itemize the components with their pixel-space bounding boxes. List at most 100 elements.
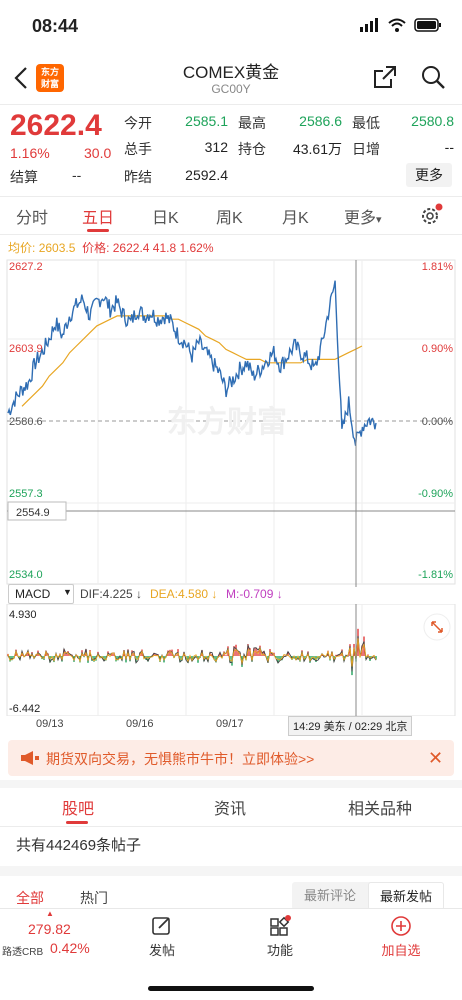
- settings-gear-icon[interactable]: [418, 202, 444, 228]
- macd-min: -6.442: [9, 703, 40, 715]
- promo-banner[interactable]: 期货双向交易，无惧熊市牛市！立即体验>> ✕: [8, 740, 454, 776]
- current-change-pct: 1.62%: [179, 241, 214, 255]
- period-tabs: 分时 五日 日K 周K 月K 更多▾: [0, 198, 462, 234]
- tab-news[interactable]: 资讯: [214, 801, 247, 818]
- index-value: 279.82: [28, 921, 71, 937]
- tab-intraday[interactable]: 分时: [16, 210, 49, 227]
- dif-series: [7, 635, 377, 672]
- functions-button[interactable]: 功能: [258, 915, 302, 959]
- plus-circle-icon: [391, 916, 411, 936]
- price-chart[interactable]: 2554.9 东方财富 2627.2 2603.9 2580.6 2557.3 2534…: [0, 257, 462, 587]
- grid-icon: [270, 915, 291, 936]
- daily-increase-label: 日增: [352, 141, 380, 157]
- daily-increase-value: --: [444, 139, 454, 155]
- expand-icon: [431, 621, 443, 633]
- date-tick: 09/13: [36, 718, 64, 730]
- more-button[interactable]: 更多: [406, 163, 452, 187]
- contract-code: GC00Y: [211, 82, 251, 96]
- bottom-toolbar: ▲ 279.82 路透CRB 0.42% 发帖 功能 加自选: [0, 908, 462, 1000]
- date-tick: 09/17: [216, 718, 244, 730]
- status-icons: [360, 18, 442, 32]
- volume-value: 312: [204, 139, 228, 155]
- current-change-value: 41.8: [152, 241, 177, 255]
- current-price-value: 2622.4: [112, 241, 150, 255]
- index-pct: 0.42%: [50, 940, 90, 956]
- filter-all[interactable]: 全部: [16, 890, 44, 906]
- tab-forum[interactable]: 股吧: [62, 801, 95, 818]
- price-series: [7, 280, 377, 446]
- dea-text: DEA:4.580 ↓: [150, 587, 217, 601]
- change-amount: 30.0: [84, 145, 112, 161]
- dea-label: DEA:: [150, 587, 179, 601]
- close-icon[interactable]: ✕: [428, 748, 444, 768]
- tab-more[interactable]: 更多▾: [344, 204, 382, 228]
- dif-text: DIF:4.225 ↓: [80, 587, 142, 601]
- status-bar: 08:44: [0, 0, 462, 52]
- chevron-down-icon: ▼: [63, 587, 72, 597]
- tab-weekly-k[interactable]: 周K: [216, 210, 243, 227]
- functions-label: 功能: [266, 943, 293, 958]
- last-price: 2622.4: [10, 109, 102, 142]
- sort-latest-post[interactable]: 最新发帖: [368, 882, 444, 910]
- tab-related[interactable]: 相关品种: [348, 801, 413, 818]
- sort-latest-comment[interactable]: 最新评论: [303, 888, 356, 903]
- section-gap: [0, 866, 462, 876]
- crosshair-value: 2554.9: [16, 507, 50, 519]
- macd-chart[interactable]: 4.930 -6.442: [0, 604, 462, 716]
- y-right-tick: -1.81%: [418, 569, 453, 581]
- high-label: 最高: [238, 115, 266, 131]
- y-right-tick: 1.81%: [422, 261, 453, 273]
- section-gap: [0, 780, 462, 788]
- open-interest-label: 持仓: [238, 141, 266, 157]
- edit-icon: [152, 917, 170, 935]
- index-ticker[interactable]: ▲ 279.82 路透CRB 0.42%: [0, 909, 104, 969]
- post-label: 发帖: [148, 943, 175, 958]
- m-value: -0.709 ↓: [239, 587, 283, 601]
- add-watchlist-label: 加自选: [381, 943, 421, 958]
- active-tab-indicator: [87, 229, 109, 232]
- avg-price-value: 2603.5: [38, 241, 76, 255]
- m-label: M:: [226, 587, 240, 601]
- macd-selector[interactable]: MACD ▼: [8, 584, 74, 604]
- macd-header: MACD ▼ DIF:4.225 ↓ DEA:4.580 ↓ M:-0.709 …: [0, 584, 462, 604]
- quote-panel: 2622.4 1.16% 30.0 结算 -- 今开 2585.1 最高 258…: [0, 105, 462, 195]
- price-info-line: 均价: 2603.5 价格: 2622.4 41.8 1.62%: [8, 239, 214, 256]
- dif-value: 4.225 ↓: [102, 587, 143, 601]
- settle-label: 结算: [10, 169, 38, 185]
- macd-max: 4.930: [9, 609, 37, 621]
- prev-settle-value: 2592.4: [185, 167, 228, 183]
- post-count: 共有442469条帖子: [16, 837, 142, 854]
- macd-frame: [6, 604, 456, 716]
- dea-value: 4.580 ↓: [178, 587, 218, 601]
- y-left-tick: 2534.0: [9, 569, 43, 581]
- post-button[interactable]: 发帖: [140, 915, 184, 959]
- dif-label: DIF:: [80, 587, 103, 601]
- open-value: 2585.1: [185, 113, 228, 129]
- active-tab-indicator: [66, 821, 88, 824]
- back-arrow-icon[interactable]: [10, 64, 34, 92]
- y-left-tick: 2627.2: [9, 261, 43, 273]
- prev-settle-label: 昨结: [124, 169, 152, 185]
- search-icon[interactable]: [420, 64, 446, 90]
- open-interest-value: 43.61万: [292, 141, 342, 157]
- date-axis: 09/13 09/16 09/17 14:29 美东 / 02:29 北京: [0, 716, 462, 736]
- low-value: 2580.8: [411, 113, 454, 129]
- avg-price-label: 均价:: [8, 241, 36, 255]
- divider: [0, 104, 462, 105]
- up-arrow-icon: ▲: [46, 909, 54, 918]
- filter-hot[interactable]: 热门: [80, 890, 108, 906]
- battery-icon: [414, 18, 441, 32]
- tab-daily-k[interactable]: 日K: [152, 210, 179, 227]
- tab-monthly-k[interactable]: 月K: [282, 210, 309, 227]
- crosshair-time: 14:29 美东 / 02:29 北京: [288, 716, 413, 736]
- share-icon[interactable]: [372, 64, 398, 90]
- y-left-tick: 2580.6: [9, 416, 43, 428]
- wifi-icon: [388, 18, 406, 32]
- status-time: 08:44: [32, 16, 79, 36]
- tab-five-day[interactable]: 五日: [82, 210, 115, 227]
- y-right-tick: 0.00%: [422, 416, 453, 428]
- change-percent: 1.16%: [10, 145, 50, 161]
- add-watchlist-button[interactable]: 加自选: [376, 915, 426, 959]
- current-price-label: 价格:: [82, 241, 110, 255]
- y-right-tick: 0.90%: [422, 343, 453, 355]
